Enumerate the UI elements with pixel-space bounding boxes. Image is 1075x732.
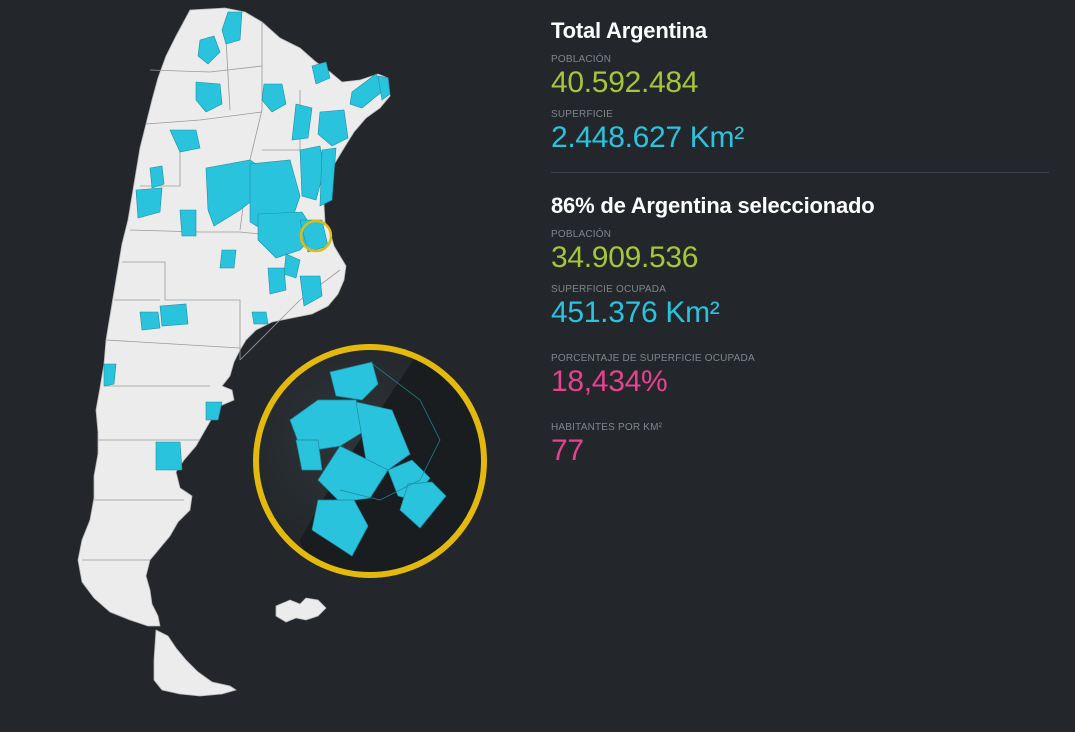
total-poblacion-label: POBLACIÓN: [551, 54, 612, 65]
sel-habitantes: HABITANTES POR KM² 77: [551, 412, 806, 467]
total-section: Total Argentina POBLACIÓN 40.592.484 SUP…: [551, 18, 1051, 154]
selection-section: 86% de Argentina seleccionado POBLACIÓN …: [551, 193, 1051, 467]
stats-panel: Total Argentina POBLACIÓN 40.592.484 SUP…: [551, 18, 1051, 467]
province-borders: [82, 22, 341, 561]
zoomed-departments: [289, 361, 447, 557]
total-title: Total Argentina: [551, 18, 707, 43]
selected-departments[interactable]: [103, 11, 391, 471]
zoom-ring: [253, 344, 487, 578]
sel-poblacion-label: POBLACIÓN: [551, 229, 612, 240]
tierra-del-fuego: [153, 629, 237, 697]
section-divider: [551, 172, 1049, 173]
zoom-lens[interactable]: [253, 344, 540, 620]
sel-superficie-value: 451.376 Km²: [551, 296, 720, 329]
total-poblacion: POBLACIÓN 40.592.484: [551, 44, 806, 99]
sel-porcentaje-label: PORCENTAJE DE SUPERFICIE OCUPADA: [551, 353, 755, 364]
sel-porcentaje: PORCENTAJE DE SUPERFICIE OCUPADA 18,434%: [551, 343, 806, 398]
total-superficie: SUPERFICIE 2.448.627 Km²: [551, 99, 806, 154]
total-poblacion-value: 40.592.484: [551, 66, 699, 99]
zoom-target-marker[interactable]: [299, 219, 333, 253]
sel-porcentaje-value: 18,434%: [551, 365, 668, 398]
map-canvas[interactable]: [0, 0, 540, 732]
sel-habitantes-label: HABITANTES POR KM²: [551, 422, 663, 433]
islas-malvinas: [275, 597, 327, 623]
total-superficie-label: SUPERFICIE: [551, 109, 614, 120]
total-superficie-value: 2.448.627 Km²: [551, 121, 744, 154]
argentina-map[interactable]: [0, 0, 540, 732]
sel-habitantes-value: 77: [551, 434, 584, 467]
selection-title: 86% de Argentina seleccionado: [551, 193, 875, 218]
sel-superficie-label: SUPERFICIE OCUPADA: [551, 284, 667, 295]
sel-superficie: SUPERFICIE OCUPADA 451.376 Km²: [551, 274, 806, 329]
sel-poblacion-value: 34.909.536: [551, 241, 699, 274]
sel-poblacion: POBLACIÓN 34.909.536: [551, 219, 806, 274]
